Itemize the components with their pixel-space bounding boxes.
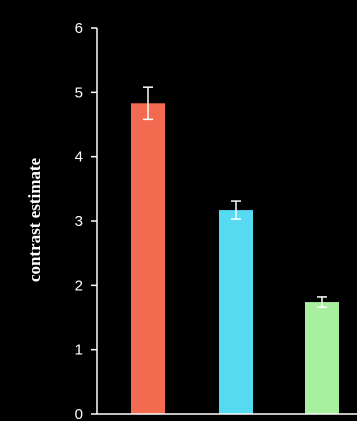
bar-2: [219, 210, 253, 414]
bars: [131, 103, 339, 415]
y-tick-label: 2: [75, 277, 83, 294]
error-bars: [143, 86, 327, 308]
bar-1: [131, 103, 165, 415]
error-bar-1: [143, 86, 153, 121]
y-tick-label: 3: [75, 213, 83, 230]
error-bar-2: [231, 200, 241, 220]
y-tick-label: 0: [75, 406, 83, 421]
y-tick-label: 4: [75, 149, 83, 166]
y-tick-label: 5: [75, 84, 83, 101]
y-tick-label: 1: [75, 342, 83, 359]
y-axis-title: contrast estimate: [25, 157, 44, 282]
y-axis-ticks: 0 1 2 3 4 5 6: [75, 20, 97, 421]
error-bar-3: [317, 296, 327, 308]
y-tick-label: 6: [75, 20, 83, 37]
bar-3: [305, 302, 339, 414]
